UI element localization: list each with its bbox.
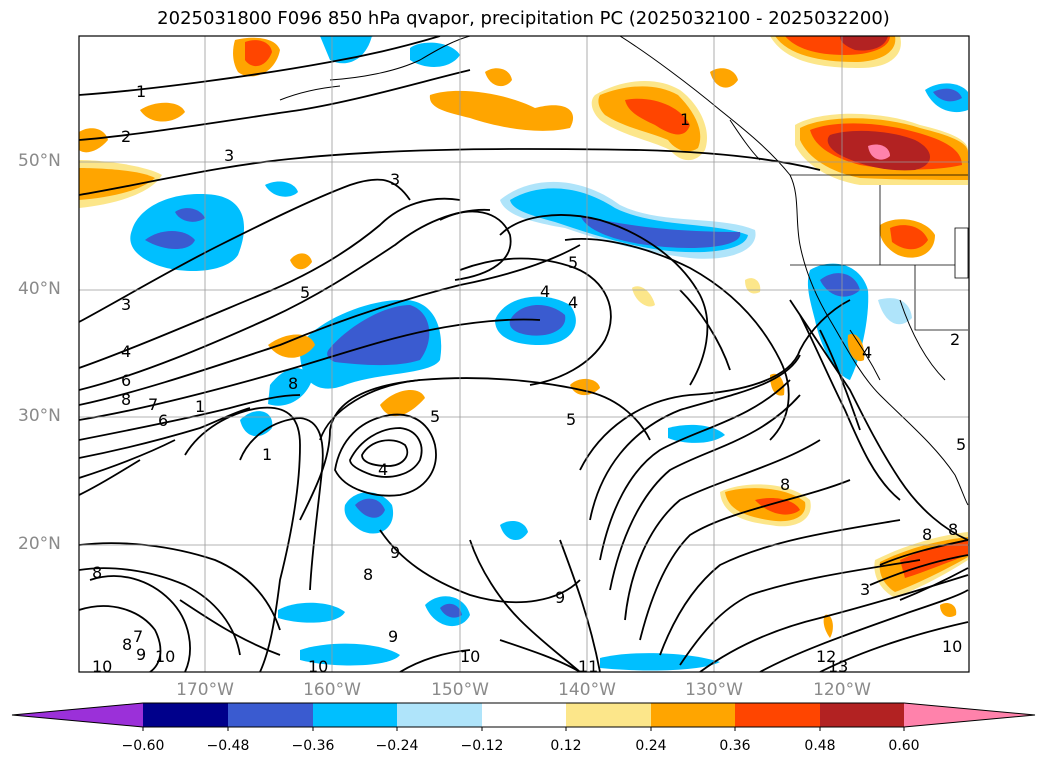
colorbar-tick-label: −0.36	[291, 738, 335, 754]
lat-label-40n: 40°N	[18, 279, 61, 299]
contour-label: 2	[950, 330, 960, 349]
contour-label: 8	[922, 525, 932, 544]
colorbar-segment	[735, 703, 820, 727]
contour-label: 1	[136, 82, 146, 101]
colorbar-tick-label: −0.60	[121, 738, 165, 754]
colorbar-extend-low	[12, 703, 143, 727]
contour-label: 4	[568, 293, 578, 312]
contour-label: 10	[460, 647, 480, 666]
contour-label: 9	[388, 627, 398, 646]
lon-label-170w: 170°W	[176, 680, 234, 700]
contour-label: 3	[121, 295, 131, 314]
plot-frame	[78, 35, 970, 673]
contour-label: 8	[780, 475, 790, 494]
contour-label: 7	[133, 627, 143, 646]
colorbar-tick-label: 0.12	[550, 738, 582, 754]
colorbar-segment	[313, 703, 397, 727]
contour-label: 10	[155, 647, 175, 666]
contour-label: 4	[378, 460, 388, 479]
colorbar-tick-label: 0.48	[804, 738, 836, 754]
contour-label: 4	[862, 343, 872, 362]
contour-label: 12	[816, 647, 836, 666]
colorbar-tick-label: 0.24	[635, 738, 667, 754]
contour-label: 8	[288, 374, 298, 393]
lat-label-50n: 50°N	[18, 151, 61, 171]
contour-label: 10	[942, 637, 962, 656]
colorbar-extend-high	[904, 703, 1035, 727]
contour-label: 6	[158, 411, 168, 430]
contour-label: 10	[92, 657, 112, 676]
humidity-contours	[79, 36, 969, 672]
lon-label-130w: 130°W	[685, 680, 743, 700]
colorbar-segment	[566, 703, 651, 727]
contour-label: 5	[430, 407, 440, 426]
contour-label: 2	[121, 127, 131, 146]
positive-anomaly-blob-central	[268, 253, 865, 417]
colorbar-tick-label: −0.12	[460, 738, 504, 754]
colorbar-segment	[820, 703, 904, 727]
contour-label: 8	[121, 390, 131, 409]
contour-label: 4	[540, 282, 550, 301]
contour-labels: 1 2 3 3 3 4 4 4 4 4 5 5 5 5 6 6 7 8 8 8 …	[92, 82, 966, 676]
lon-label-150w: 150°W	[431, 680, 489, 700]
contour-label: 11	[578, 657, 598, 676]
contour-label: 7	[148, 395, 158, 414]
borders	[790, 174, 969, 331]
colorbar-segment	[143, 703, 228, 727]
contour-label: 3	[860, 580, 870, 599]
contour-label: 6	[121, 371, 131, 390]
contour-label: 5	[300, 283, 310, 302]
contour-label: 1	[680, 110, 690, 129]
contour-label: 9	[390, 543, 400, 562]
contour-label: 8	[92, 563, 102, 582]
contour-label: 8	[948, 520, 958, 539]
colorbar-tick-label: 0.36	[719, 738, 751, 754]
contour-label: 1	[195, 397, 205, 416]
contour-label: 3	[390, 170, 400, 189]
lat-label-30n: 30°N	[18, 406, 61, 426]
contour-label: 13	[828, 657, 848, 676]
colorbar-tick-label: 0.60	[888, 738, 920, 754]
colorbar-segment	[228, 703, 313, 727]
contour-label: 3	[224, 146, 234, 165]
contour-label: 5	[568, 253, 578, 272]
lon-label-140w: 140°W	[558, 680, 616, 700]
colorbar-tick-label: −0.48	[206, 738, 250, 754]
negative-anomaly-blob-jet	[500, 181, 756, 259]
positive-anomaly-blob-north-central	[140, 68, 574, 131]
contour-label: 5	[956, 435, 966, 454]
lat-label-20n: 20°N	[18, 534, 61, 554]
colorbar-segment	[651, 703, 735, 727]
negative-anomaly-blob-north-west	[130, 194, 245, 272]
colorbar-segment	[397, 703, 482, 727]
lon-label-120w: 120°W	[813, 680, 871, 700]
graticule	[79, 36, 969, 672]
contour-label: 1	[262, 445, 272, 464]
contour-label: 8	[122, 635, 132, 654]
lon-label-160w: 160°W	[303, 680, 361, 700]
chart-title: 2025031800 F096 850 hPa qvapor, precipit…	[157, 8, 890, 29]
contour-label: 10	[308, 657, 328, 676]
colorbar-tick-label: −0.24	[375, 738, 419, 754]
contour-label: 4	[121, 342, 131, 361]
negative-anomaly-blob-south	[278, 424, 725, 671]
colorbar-segment	[482, 703, 566, 727]
contour-label: 9	[555, 588, 565, 607]
contour-label: 8	[363, 565, 373, 584]
coastlines	[279, 36, 969, 506]
contour-label: 5	[566, 410, 576, 429]
positive-anomaly-blob-north-east	[591, 36, 901, 161]
contour-label: 9	[136, 645, 146, 664]
colorbar	[11, 702, 1036, 731]
